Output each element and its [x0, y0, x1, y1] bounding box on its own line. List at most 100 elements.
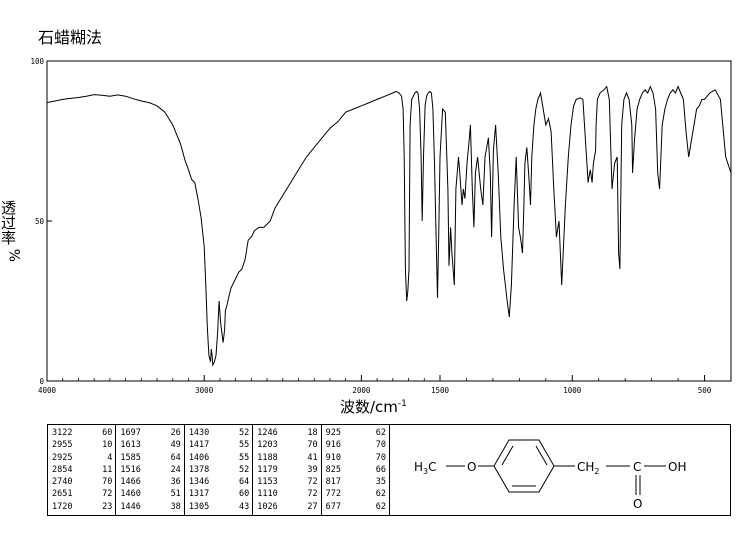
ring-double-bond-1 [501, 445, 514, 466]
methylene-group-label: CH2 [577, 460, 600, 476]
peak-table-row: 1446 38 [120, 501, 180, 513]
peak-transmittance: 51 [170, 489, 181, 500]
x-tick-label: 500 [698, 386, 712, 395]
peak-table-column: 1697 26 1613 49 1585 64 1516 24 1466 36 1460 51 1446… [116, 425, 185, 515]
peak-table-row: 1246 18 [257, 427, 317, 439]
ring-double-bond-2 [535, 445, 548, 466]
peak-table-row: 1378 52 [189, 464, 249, 476]
methyl-group-label: H3C [414, 460, 437, 476]
peak-transmittance: 24 [170, 464, 181, 475]
peak-transmittance: 52 [238, 464, 250, 475]
peak-table-row: 825 66 [326, 464, 386, 476]
peak-transmittance: 64 [170, 452, 181, 463]
peak-table-row: 3122 60 [52, 427, 112, 439]
methyl-subscript: 3 [423, 467, 428, 476]
benzene-ring [493, 439, 555, 493]
peak-transmittance: 62 [375, 489, 387, 500]
peak-transmittance: 35 [375, 477, 387, 488]
peak-transmittance: 41 [307, 452, 318, 463]
x-axis-label-superscript: -1 [398, 399, 407, 409]
x-tick-labels: 4000 3000 2000 1500 1000 500 [38, 386, 712, 395]
major-ticks [46, 60, 706, 382]
peak-transmittance: 72 [307, 477, 318, 488]
page-title: 石蜡糊法 [38, 28, 103, 47]
peak-table-row: 1585 64 [120, 452, 180, 464]
peak-wavenumber: 1406 [188, 452, 210, 463]
ether-oxygen-label: O [467, 460, 476, 474]
peak-table-row: 1406 55 [189, 452, 249, 464]
peak-transmittance: 66 [375, 464, 387, 475]
peak-transmittance: 70 [375, 452, 387, 463]
peak-transmittance: 62 [375, 501, 387, 512]
x-tick-label: 3000 [195, 386, 214, 395]
peak-transmittance: 60 [238, 489, 250, 500]
peak-wavenumber: 1460 [120, 489, 141, 500]
peak-table-row: 1153 72 [257, 476, 317, 488]
peak-table-row: 2925 4 [52, 452, 112, 464]
x-tick-label: 4000 [38, 386, 57, 395]
x-axis-label: 波数/cm-1 [340, 398, 407, 416]
peak-table-row: 1417 55 [189, 439, 249, 451]
peak-wavenumber: 2854 [52, 464, 73, 475]
peak-table-row: 1613 49 [120, 439, 180, 451]
y-tick-label: 100 [30, 57, 44, 66]
peak-table-row: 1697 26 [120, 427, 180, 439]
peak-wavenumber: 2925 [52, 452, 73, 463]
peak-wavenumber: 1613 [120, 440, 141, 451]
peak-wavenumber: 1378 [188, 464, 210, 475]
peak-table-row: 2651 72 [52, 488, 112, 500]
peak-wavenumber: 1246 [257, 428, 278, 438]
peak-wavenumber: 1697 [120, 428, 141, 438]
peak-transmittance: 23 [102, 501, 113, 512]
carboxyl-carbon-label: C [633, 460, 641, 474]
peak-table-row: 677 62 [326, 501, 386, 513]
peak-wavenumber: 1153 [257, 477, 278, 488]
hydroxyl-group-label: OH [668, 460, 686, 474]
peak-transmittance: 4 [107, 452, 113, 463]
peak-wavenumber: 1430 [188, 428, 210, 438]
peak-transmittance: 70 [102, 477, 113, 488]
y-tick-label: 0 [39, 377, 44, 386]
peak-wavenumber: 1446 [120, 501, 141, 512]
y-axis-label: 透过率 [0, 200, 17, 245]
peak-transmittance: 52 [238, 428, 250, 438]
peak-table-row: 1430 52 [189, 427, 249, 439]
carbonyl-oxygen-label: O [633, 497, 642, 511]
peak-transmittance: 72 [102, 489, 113, 500]
peak-wavenumber: 825 [325, 464, 341, 475]
peak-transmittance: 62 [375, 428, 387, 438]
peak-wavenumber: 817 [325, 477, 341, 488]
peak-wavenumber: 1516 [120, 464, 141, 475]
peak-wavenumber: 1417 [188, 440, 210, 451]
peak-transmittance: 60 [102, 428, 113, 438]
methyl-carbon: C [428, 460, 436, 474]
peak-table-row: 1305 43 [189, 501, 249, 513]
peak-wavenumber: 2740 [52, 477, 73, 488]
peak-table-row: 2955 10 [52, 439, 112, 451]
peak-wavenumber: 1179 [257, 464, 278, 475]
y-tick-labels: 0 50 100 [30, 57, 44, 386]
methylene-subscript: 2 [594, 467, 599, 476]
peak-transmittance: 70 [375, 440, 387, 451]
peak-wavenumber: 1585 [120, 452, 141, 463]
peak-wavenumber: 1188 [257, 452, 278, 463]
peak-wavenumber: 2955 [52, 440, 73, 451]
structure-box: H3C O CH2 C OH O [389, 424, 731, 516]
peak-wavenumber: 677 [325, 501, 341, 512]
peak-wavenumber: 1203 [257, 440, 278, 451]
peak-table-row: 2854 11 [52, 464, 112, 476]
peak-table-row: 925 62 [326, 427, 386, 439]
x-tick-label: 1000 [563, 386, 582, 395]
peak-wavenumber: 1466 [120, 477, 141, 488]
peak-table-row: 1026 27 [257, 501, 317, 513]
peak-transmittance: 18 [307, 428, 318, 438]
structure-diagram: H3C O CH2 C OH O [414, 439, 686, 511]
y-axis-unit: % [8, 249, 24, 262]
peak-transmittance: 39 [307, 464, 318, 475]
peak-table-row: 1720 23 [52, 501, 112, 513]
peak-wavenumber: 772 [325, 489, 341, 500]
peak-table-row: 1188 41 [257, 452, 317, 464]
peak-wavenumber: 916 [325, 440, 341, 451]
peak-wavenumber: 1305 [188, 501, 210, 512]
peak-transmittance: 49 [170, 440, 181, 451]
